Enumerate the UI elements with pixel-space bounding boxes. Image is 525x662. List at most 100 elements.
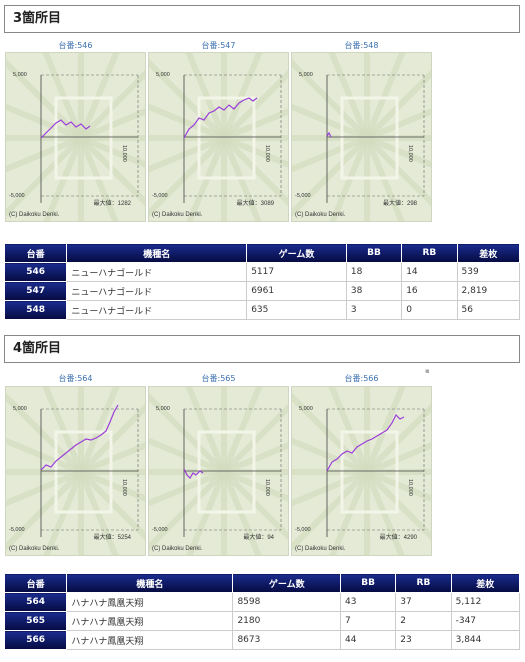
model-name: ハナハナ鳳凰天翔 <box>66 611 234 631</box>
graph-565[interactable]: 5,000 -5,000 10,000 最大値：94 (C) Daikoku Denki… <box>148 386 289 556</box>
bb-count: 3 <box>345 300 403 320</box>
bb-count: 7 <box>339 611 397 631</box>
y-axis-top-label: 5,000 <box>299 72 313 78</box>
game-count: 6961 <box>246 281 347 301</box>
model-name: ニューハナゴールド <box>66 300 248 320</box>
col-header-rb: RB <box>395 573 452 593</box>
graph-title-565: 台番:565 <box>201 374 236 383</box>
graph-566[interactable]: 5,000 -5,000 10,000 最大値：4290 (C) Daikoku Den… <box>291 386 432 556</box>
bb-count: 18 <box>345 262 403 282</box>
machine-number[interactable]: 564 <box>3 592 68 612</box>
machine-number[interactable]: 566 <box>3 630 68 650</box>
copyright-label: (C) Daikoku Denki. <box>9 546 60 552</box>
machine-number[interactable]: 547 <box>3 281 68 301</box>
graph-547[interactable]: 5,000 -5,000 10,000 最大値：3089 (C) Daikoku Den… <box>148 52 289 222</box>
y-axis-bottom-label: -5,000 <box>152 527 168 533</box>
diff-value: -347 <box>450 611 521 631</box>
col-header-bb: BB <box>339 573 397 593</box>
model-name: ニューハナゴールド <box>66 262 248 282</box>
rb-count: 0 <box>401 300 458 320</box>
bb-count: 38 <box>345 281 403 301</box>
y-axis-top-label: 5,000 <box>13 72 27 78</box>
game-count: 2180 <box>232 611 341 631</box>
col-header-number: 台番 <box>3 243 68 263</box>
graph-title-547: 台番:547 <box>201 41 236 50</box>
table-row: 566 ハナハナ鳳凰天翔 8673 44 23 3,844 <box>3 630 521 650</box>
machine-number[interactable]: 565 <box>3 611 68 631</box>
graph-canvas <box>292 387 431 555</box>
diff-value: 2,819 <box>456 281 520 301</box>
copyright-label: (C) Daikoku Denki. <box>9 212 60 218</box>
graph-title-566: 台番:566 <box>344 374 379 383</box>
x-axis-label: 10,000 <box>121 479 127 496</box>
col-header-diff: 差枚 <box>450 573 521 593</box>
y-axis-bottom-label: -5,000 <box>295 193 311 199</box>
graph-title-548: 台番:548 <box>344 41 379 50</box>
max-value-label: 最大値：1282 <box>93 201 131 207</box>
max-value-label: 最大値：3089 <box>236 201 274 207</box>
bb-count: 43 <box>339 592 397 612</box>
graph-564[interactable]: 5,000 -5,000 10,000 最大値：5254 (C) Daikoku Den… <box>5 386 146 556</box>
model-name: ハナハナ鳳凰天翔 <box>66 592 234 612</box>
rb-count: 14 <box>401 262 458 282</box>
copyright-label: (C) Daikoku Denki. <box>152 212 203 218</box>
col-header-rb: RB <box>401 243 458 263</box>
y-axis-top-label: 5,000 <box>156 406 170 412</box>
x-axis-label: 10,000 <box>407 479 413 496</box>
y-axis-bottom-label: -5,000 <box>9 193 25 199</box>
diff-value: 56 <box>456 300 520 320</box>
slump-line <box>40 404 119 471</box>
diff-value: 3,844 <box>450 630 521 650</box>
y-axis-top-label: 5,000 <box>13 406 27 412</box>
rb-count: 23 <box>395 630 452 650</box>
diff-value: 539 <box>456 262 520 282</box>
x-axis-label: 10,000 <box>264 479 270 496</box>
section-header-4: 4箇所目 <box>4 335 520 363</box>
x-axis-label: 10,000 <box>121 145 127 162</box>
col-header-bb: BB <box>345 243 403 263</box>
machine-number[interactable]: 546 <box>3 262 68 282</box>
graph-title-546: 台番:546 <box>58 41 93 50</box>
bb-count: 44 <box>339 630 397 650</box>
slump-line <box>326 131 332 138</box>
graph-546[interactable]: 5,000 -5,000 10,000 最大値：1282 (C) Daikoku Den… <box>5 52 146 222</box>
copyright-label: (C) Daikoku Denki. <box>295 546 346 552</box>
model-name: ニューハナゴールド <box>66 281 248 301</box>
game-count: 635 <box>246 300 347 320</box>
table-row: 564 ハナハナ鳳凰天翔 8598 43 37 5,112 <box>3 592 521 612</box>
graph-canvas <box>6 387 145 555</box>
table-row: 548 ニューハナゴールド 635 3 0 56 <box>3 300 520 320</box>
rb-count: 37 <box>395 592 452 612</box>
copyright-label: (C) Daikoku Denki. <box>152 546 203 552</box>
x-axis-label: 10,000 <box>407 145 413 162</box>
game-count: 8673 <box>232 630 341 650</box>
graph-canvas <box>6 53 145 221</box>
y-axis-top-label: 5,000 <box>299 406 313 412</box>
table-row: 547 ニューハナゴールド 6961 38 16 2,819 <box>3 281 520 301</box>
y-axis-bottom-label: -5,000 <box>295 527 311 533</box>
graph-canvas <box>149 387 288 555</box>
y-axis-bottom-label: -5,000 <box>152 193 168 199</box>
col-header-model: 機種名 <box>66 573 234 593</box>
col-header-model: 機種名 <box>66 243 248 263</box>
decorative-mark: ▪ <box>425 367 430 375</box>
max-value-label: 最大値：94 <box>243 535 274 541</box>
graph-canvas <box>292 53 431 221</box>
y-axis-bottom-label: -5,000 <box>9 527 25 533</box>
machine-number[interactable]: 548 <box>3 300 68 320</box>
max-value-label: 最大値：298 <box>382 201 417 207</box>
rb-count: 16 <box>401 281 458 301</box>
graph-canvas <box>149 53 288 221</box>
col-header-games: ゲーム数 <box>246 243 347 263</box>
section-header-3: 3箇所目 <box>4 5 520 33</box>
max-value-label: 最大値：4290 <box>379 535 417 541</box>
max-value-label: 最大値：5254 <box>93 535 131 541</box>
col-header-games: ゲーム数 <box>232 573 341 593</box>
machine-table-3: 台番 機種名 ゲーム数 BB RB 差枚 546 ニューハナゴールド 5117 … <box>3 243 520 320</box>
copyright-label: (C) Daikoku Denki. <box>295 212 346 218</box>
graph-548[interactable]: 5,000 -5,000 10,000 最大値：298 (C) Daikoku Denk… <box>291 52 432 222</box>
model-name: ハナハナ鳳凰天翔 <box>66 630 234 650</box>
table-row: 565 ハナハナ鳳凰天翔 2180 7 2 -347 <box>3 611 521 631</box>
rb-count: 2 <box>395 611 452 631</box>
slump-line <box>40 119 91 139</box>
